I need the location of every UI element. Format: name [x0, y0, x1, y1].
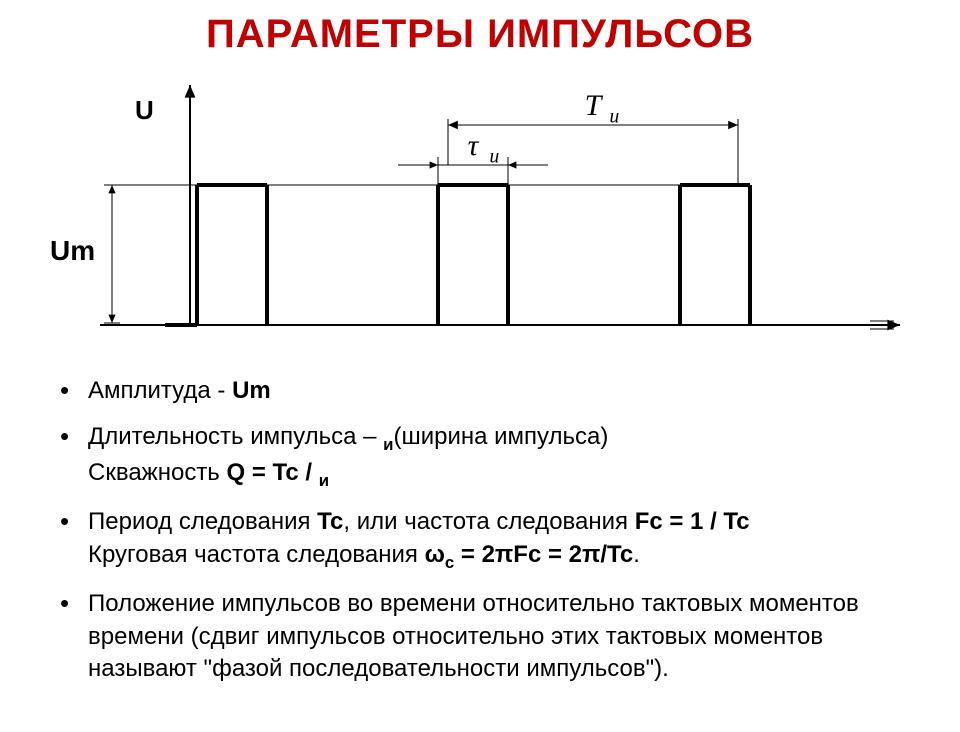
- svg-text:и: и: [610, 107, 620, 128]
- svg-text:T: T: [585, 89, 604, 122]
- bullet-item: Положение импульсов во времени относител…: [60, 588, 900, 685]
- bullet-item: Амплитуда - Um: [60, 375, 900, 407]
- um-label: Um: [50, 235, 95, 267]
- bullet-list: Амплитуда - Um Длительность импульса – и(…: [60, 375, 900, 685]
- diagram-svg: τиTи: [40, 65, 920, 365]
- y-axis-label: U: [135, 95, 154, 126]
- bullet-item: Длительность импульса – и(ширина импульс…: [60, 421, 900, 492]
- svg-text:τ: τ: [468, 129, 480, 162]
- pulse-diagram: τиTи Um U: [40, 65, 920, 365]
- bullet-item: Период следования Tc, или частота следов…: [60, 506, 900, 574]
- svg-text:и: и: [490, 147, 500, 168]
- page-title: ПАРАМЕТРЫ ИМПУЛЬСОВ: [0, 12, 960, 57]
